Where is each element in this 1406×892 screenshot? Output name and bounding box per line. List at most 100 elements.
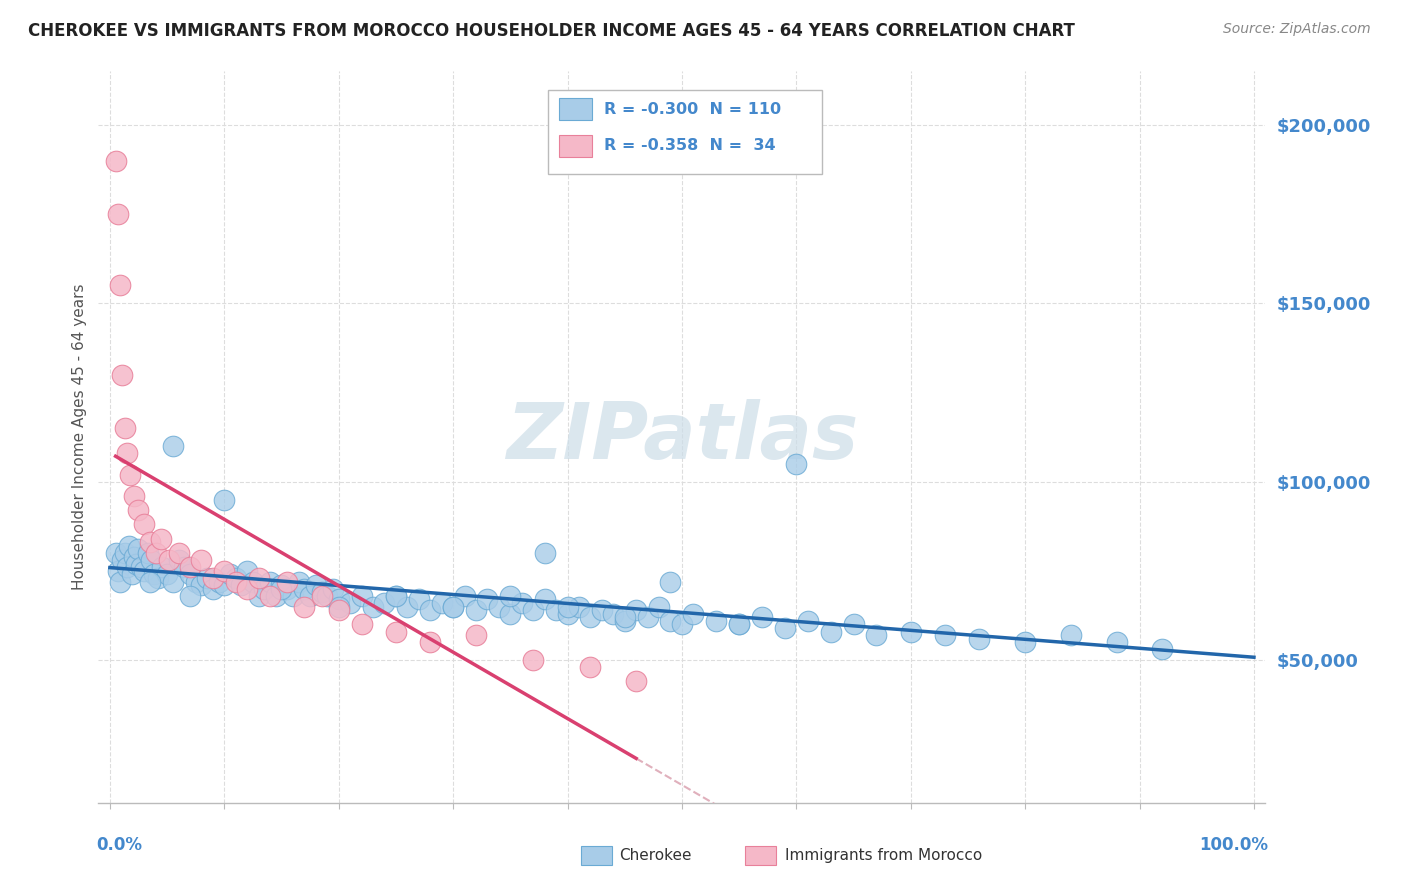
Point [522, 603, 544, 617]
Point [120, 467, 142, 482]
Point [118, 539, 141, 553]
Point [842, 617, 865, 632]
Point [184, 574, 207, 589]
Text: 100.0%: 100.0% [1199, 836, 1268, 854]
Point [139, 574, 162, 589]
Point [225, 571, 247, 585]
Point [115, 446, 138, 460]
Point [465, 603, 488, 617]
Text: Cherokee: Cherokee [619, 848, 692, 863]
Point [134, 564, 156, 578]
Point [751, 610, 773, 624]
Point [328, 603, 350, 617]
Point [1105, 635, 1128, 649]
Point [488, 599, 510, 614]
Point [969, 632, 991, 646]
Point [408, 592, 430, 607]
Point [350, 617, 373, 632]
Point [934, 628, 956, 642]
Point [659, 614, 682, 628]
Point [127, 542, 149, 557]
Point [125, 557, 148, 571]
Point [190, 578, 212, 592]
Point [311, 585, 333, 599]
Point [236, 582, 259, 596]
Point [214, 578, 236, 592]
Point [104, 546, 127, 560]
Point [292, 582, 315, 596]
Point [441, 599, 464, 614]
Bar [560, 98, 592, 120]
Point [146, 571, 169, 585]
Point [195, 571, 218, 585]
Point [207, 574, 229, 589]
Point [143, 567, 166, 582]
Point [533, 546, 555, 560]
Point [419, 635, 441, 649]
Point [179, 567, 201, 582]
Point [136, 546, 159, 560]
Bar [581, 846, 612, 865]
Point [111, 368, 134, 382]
Point [1152, 642, 1174, 657]
Point [121, 567, 143, 582]
Point [522, 653, 544, 667]
Point [115, 560, 138, 574]
Point [728, 617, 751, 632]
Point [328, 592, 350, 607]
Point [145, 546, 167, 560]
Point [328, 599, 350, 614]
Point [129, 560, 152, 574]
Point [865, 628, 887, 642]
Point [441, 599, 464, 614]
Point [287, 574, 309, 589]
Point [339, 596, 361, 610]
Point [533, 592, 555, 607]
Point [242, 574, 264, 589]
Point [179, 589, 201, 603]
Point [162, 439, 184, 453]
Point [162, 574, 184, 589]
Point [671, 617, 693, 632]
Point [173, 560, 195, 574]
Point [225, 574, 247, 589]
Point [231, 578, 253, 592]
Point [236, 564, 259, 578]
Point [292, 599, 315, 614]
Text: 0.0%: 0.0% [96, 836, 142, 854]
Bar [548, 90, 823, 174]
Point [591, 603, 613, 617]
Text: Immigrants from Morocco: Immigrants from Morocco [785, 848, 981, 863]
Point [107, 564, 129, 578]
Point [311, 589, 333, 603]
Point [127, 503, 149, 517]
Point [107, 207, 129, 221]
Point [264, 589, 287, 603]
Point [602, 607, 624, 621]
Point [557, 607, 579, 621]
Point [259, 574, 281, 589]
Point [579, 610, 602, 624]
Point [167, 546, 190, 560]
Point [477, 592, 499, 607]
Point [773, 621, 796, 635]
Point [465, 628, 488, 642]
Point [270, 582, 292, 596]
Point [682, 607, 704, 621]
Point [111, 553, 134, 567]
Text: CHEROKEE VS IMMIGRANTS FROM MOROCCO HOUSEHOLDER INCOME AGES 45 - 64 YEARS CORREL: CHEROKEE VS IMMIGRANTS FROM MOROCCO HOUS… [28, 22, 1076, 40]
Point [373, 596, 395, 610]
Point [396, 599, 419, 614]
Point [659, 574, 682, 589]
Point [219, 567, 242, 582]
Bar [745, 846, 776, 865]
Point [150, 532, 173, 546]
Point [568, 599, 591, 614]
Point [122, 489, 145, 503]
Text: Source: ZipAtlas.com: Source: ZipAtlas.com [1223, 22, 1371, 37]
Point [152, 560, 174, 574]
Text: ZIPatlas: ZIPatlas [506, 399, 858, 475]
Point [322, 582, 344, 596]
Point [114, 421, 136, 435]
Point [108, 574, 131, 589]
